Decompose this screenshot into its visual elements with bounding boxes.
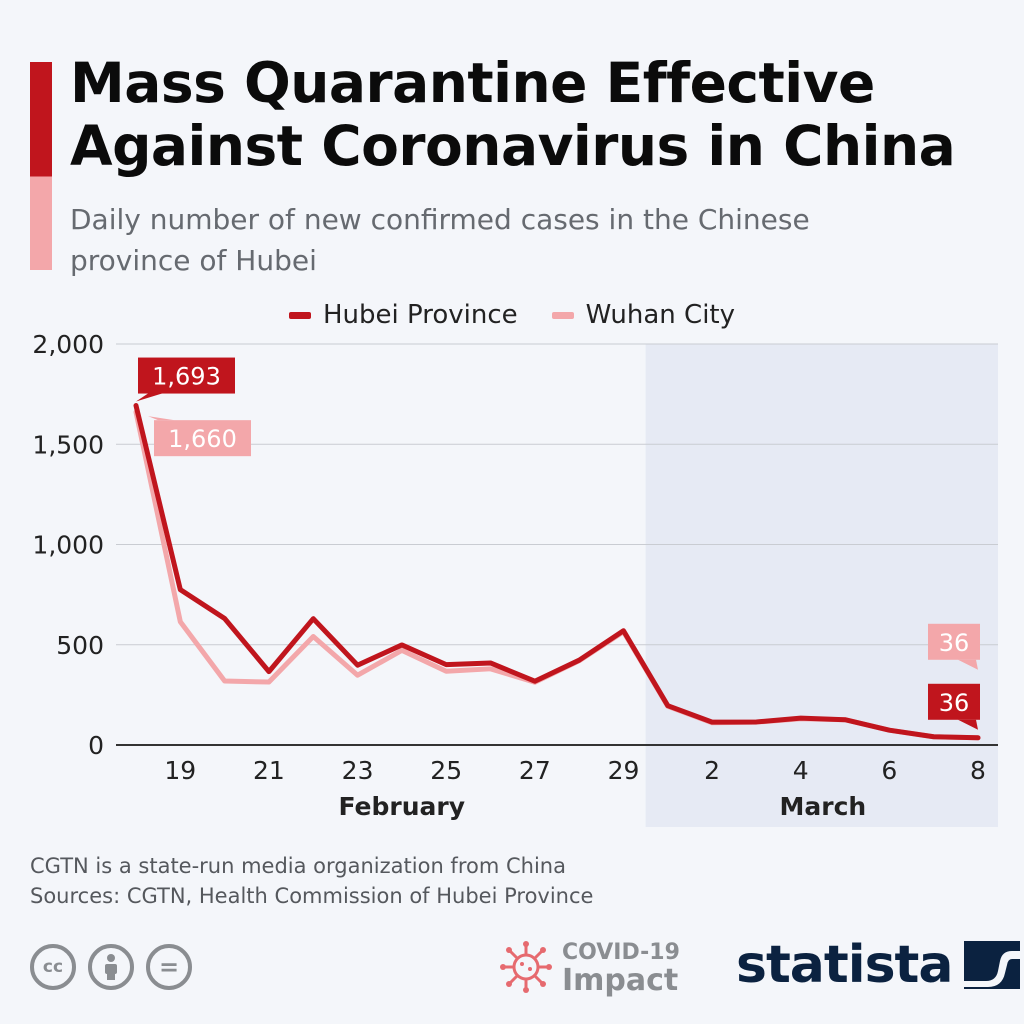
data-label-wuhan-end-box: [928, 623, 980, 660]
data-label-wuhan-start-pointer: [148, 416, 174, 421]
x-tick-label: 21: [253, 756, 285, 785]
x-tick-label: 8: [970, 756, 986, 785]
line-chart: 0 500 1,000 1,500 2,000 19 21 23 25 27 29 2 4 6 8 Febru…: [32, 330, 998, 827]
legend-swatch-hubei: [288, 311, 311, 319]
x-tick-label: 4: [793, 756, 809, 785]
x-tick-label: 19: [164, 756, 196, 785]
y-tick-label: 500: [56, 631, 104, 660]
data-label-hubei-end-box: [928, 683, 980, 720]
license-icons: cc =: [30, 944, 192, 990]
data-label-wuhan-end-pointer: [958, 659, 978, 670]
covid-sub: Impact: [562, 963, 679, 998]
statista-logo: statista: [736, 935, 1021, 995]
footer-note: CGTN is a state-run media organization f…: [30, 854, 566, 878]
legend-label-wuhan: Wuhan City: [585, 300, 736, 330]
shaded-region-march: [645, 344, 998, 827]
x-tick-label: 29: [608, 756, 640, 785]
x-group-label-march: March: [780, 792, 867, 821]
y-tick-label: 1,500: [32, 430, 104, 459]
covid-impact-badge: COVID-19 Impact: [500, 939, 680, 998]
data-label-wuhan-end-text: 36: [939, 629, 970, 657]
x-tick-label: 25: [430, 756, 462, 785]
data-label-hubei-start-box: [138, 357, 235, 394]
legend-swatch-wuhan: [551, 311, 574, 319]
data-label-hubei-end-text: 36: [939, 689, 970, 717]
legend-label-hubei: Hubei Province: [322, 300, 518, 330]
data-label-wuhan-start-text: 1,660: [168, 425, 237, 453]
data-label-wuhan-start-box: [154, 420, 251, 457]
x-group-label-february: February: [338, 792, 465, 821]
data-label-hubei-end-pointer: [958, 719, 978, 730]
chart-subtitle: Daily number of new confirmed cases in t…: [70, 203, 810, 277]
footer-sources: Sources: CGTN, Health Commission of Hube…: [30, 884, 594, 908]
x-tick-label: 6: [881, 756, 897, 785]
data-label-hubei-start-pointer: [136, 393, 162, 402]
statista-mark-icon: [964, 941, 1021, 989]
x-tick-label: 2: [704, 756, 720, 785]
attribution-icon: [88, 944, 134, 990]
legend: Hubei Province Wuhan City: [0, 300, 1024, 330]
cc-icon: cc: [30, 944, 76, 990]
x-tick-label: 23: [342, 756, 374, 785]
y-tick-label: 2,000: [32, 330, 104, 359]
footer-notes: CGTN is a state-run media organization f…: [30, 851, 593, 911]
series-line-hubei-province: [133, 403, 981, 741]
y-tick-label: 0: [88, 731, 104, 760]
no-derivatives-icon: =: [146, 944, 192, 990]
data-label-hubei-start-text: 1,693: [152, 363, 221, 391]
covid-label: COVID-19: [562, 940, 680, 965]
x-tick-label: 27: [519, 756, 551, 785]
title-accent-bar: [30, 62, 52, 270]
chart-title: Mass Quarantine Effective Against Corona…: [70, 51, 956, 178]
legend-item-hubei: Hubei Province: [288, 300, 518, 330]
brand-name: statista: [736, 935, 953, 995]
y-tick-label: 1,000: [32, 531, 104, 560]
virus-icon: [500, 941, 552, 993]
legend-item-wuhan: Wuhan City: [551, 300, 736, 330]
